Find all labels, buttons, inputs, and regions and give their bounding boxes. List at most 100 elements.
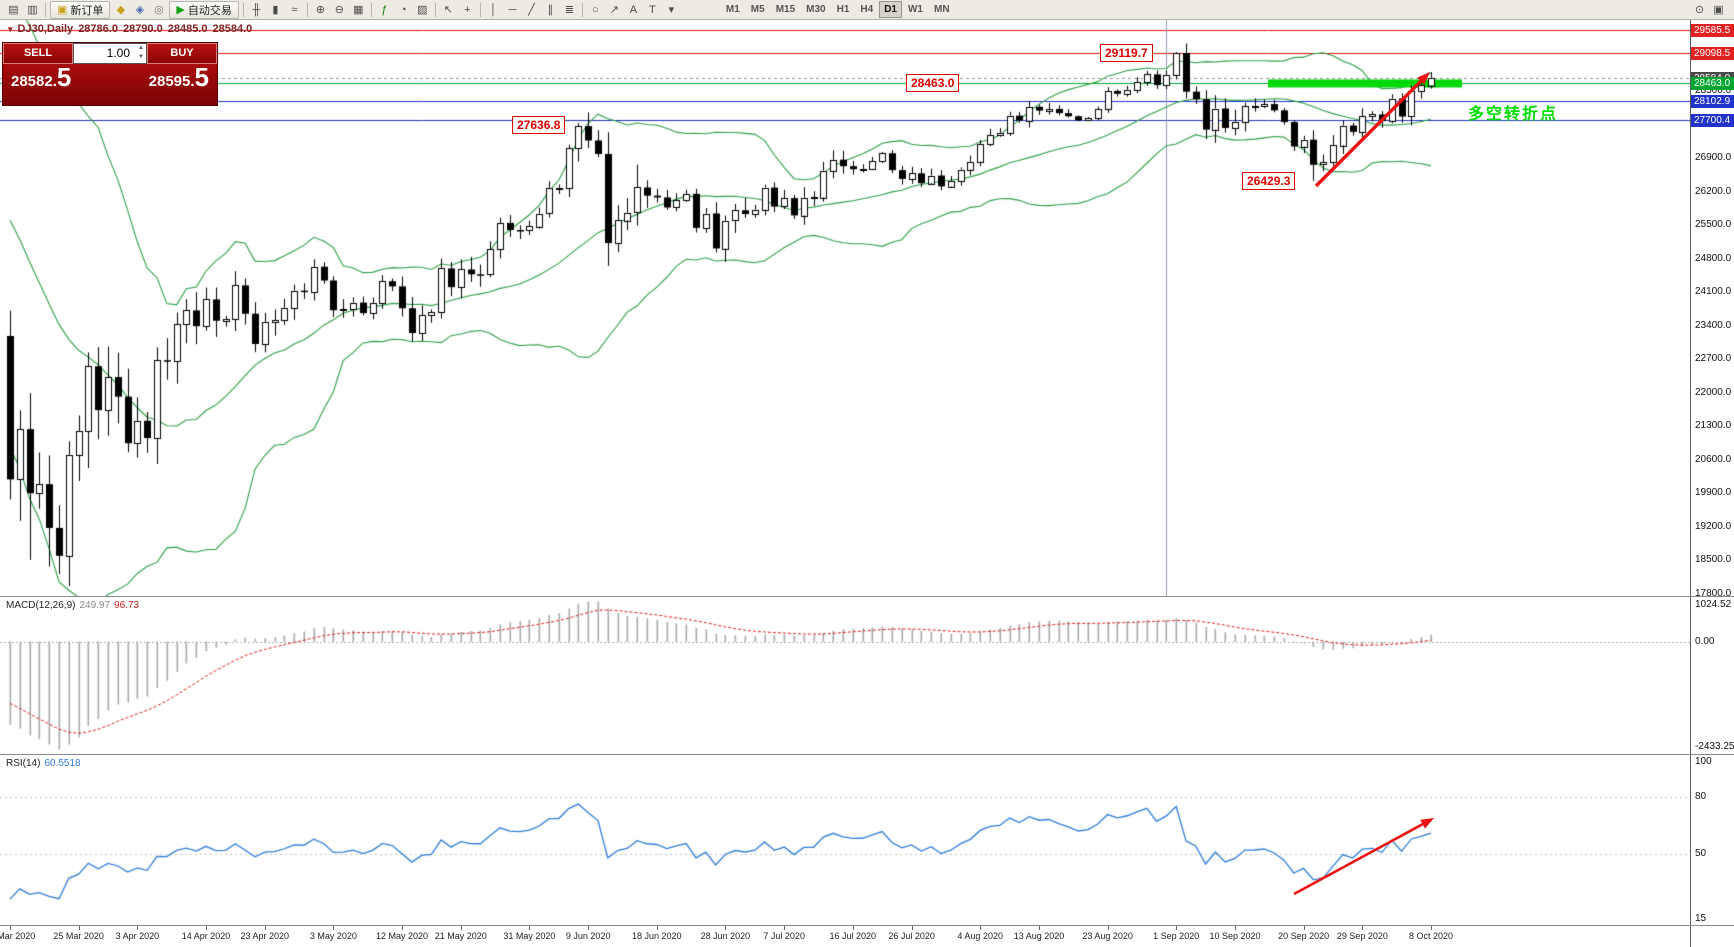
line-chart-icon[interactable]: ≈ [285, 2, 304, 18]
timeframe-w1[interactable]: W1 [907, 4, 923, 15]
spinner-down-icon[interactable]: ▼ [138, 54, 144, 60]
macd-pane-canvas[interactable] [0, 597, 1690, 754]
time-tick [784, 926, 786, 930]
rsi-splitter[interactable] [0, 754, 1734, 755]
equidistant-channel-icon[interactable]: ∥ [541, 2, 560, 18]
price-chart-canvas[interactable] [0, 20, 1690, 596]
candlestick-chart-icon[interactable]: ▮ [266, 2, 285, 18]
price-label-resistance[interactable]: 28463.0 [906, 74, 960, 92]
axis-price-label: 23400.0 [1695, 319, 1732, 331]
time-label: 23 Apr 2020 [240, 931, 290, 941]
bar-chart-icon[interactable]: ╫ [247, 2, 266, 18]
volume-spinner[interactable]: ▲ ▼ [138, 44, 144, 62]
autotrading-button-label: 自动交易 [187, 4, 232, 17]
time-label: 26 Jul 2020 [888, 931, 935, 941]
price-label-sep-low[interactable]: 26429.3 [1242, 172, 1296, 190]
chart-window-icon[interactable]: ▤ [4, 2, 23, 18]
macd-axis-label: 0.00 [1695, 635, 1715, 647]
sell-button[interactable]: SELL [3, 43, 73, 64]
macd-splitter[interactable] [0, 596, 1734, 597]
timeframe-h1[interactable]: H1 [836, 4, 850, 15]
rsi-axis-label: 80 [1695, 791, 1707, 803]
time-axis-splitter [0, 925, 1734, 926]
shapes-icon[interactable]: ○ [586, 2, 605, 18]
toolbar-separator [479, 2, 481, 17]
time-label: 4 Aug 2020 [957, 931, 1003, 941]
trendline-icon[interactable]: ╱ [522, 2, 541, 18]
time-tick [402, 926, 403, 930]
time-tick [1362, 926, 1364, 930]
horizontal-line-icon[interactable]: ─ [503, 2, 522, 18]
time-tick [1176, 926, 1178, 930]
indicators-icon[interactable]: ƒ [375, 2, 394, 18]
arrows-tool-icon[interactable]: ↗ [605, 2, 624, 18]
rsi-pane-canvas[interactable] [0, 755, 1690, 925]
time-tick [78, 926, 80, 930]
ohlc-low: 28485.0 [167, 23, 208, 35]
time-label: 18 Jun 2020 [632, 931, 682, 941]
cursor-icon[interactable]: ↖ [439, 2, 458, 18]
templates-icon[interactable]: ▨ [413, 2, 432, 18]
time-tick [1431, 926, 1432, 930]
time-tick [911, 926, 913, 930]
autotrading-button[interactable]: ▶ 自动交易 [169, 0, 239, 19]
arrow-style-icon[interactable]: ▾ [662, 2, 681, 18]
turning-point-text[interactable]: 多空转折点 [1468, 106, 1559, 123]
new-order-button[interactable]: ▣ 新订单 [50, 0, 111, 19]
chart-window-icon-glyph: ▤ [8, 3, 19, 16]
periods-icon[interactable]: ◔ [394, 2, 413, 18]
price-label-sep-high[interactable]: 29119.7 [1100, 44, 1153, 62]
price-axis[interactable]: 29000.028300.027600.026900.026200.025500… [1690, 20, 1734, 947]
sell-price: 28582.5 [11, 62, 72, 92]
toolbar-separator [581, 2, 583, 17]
candlestick-chart-icon-glyph: ▮ [272, 3, 279, 16]
macd-axis-label: -2433.25 [1695, 741, 1734, 752]
timeframe-m5[interactable]: M5 [750, 4, 765, 15]
text-label-icon[interactable]: T [643, 2, 662, 18]
timeframe-mn[interactable]: MN [933, 4, 950, 15]
search-icon[interactable]: ⊙ [1694, 3, 1705, 16]
market-watch-icon[interactable]: ◆ [111, 2, 130, 18]
macd-axis-label: 1024.52 [1695, 599, 1732, 610]
navigator-icon[interactable]: ◎ [149, 2, 168, 18]
profiles-icon[interactable]: ▥ [23, 2, 42, 18]
time-label: 12 May 2020 [375, 931, 429, 941]
buy-button[interactable]: BUY [147, 43, 217, 64]
time-tick [333, 926, 335, 930]
bar-chart-icon-glyph: ╫ [252, 3, 261, 16]
text-icon-glyph: A [629, 3, 638, 16]
time-axis[interactable]: 16 Mar 2020 25 Mar 2020 3 Apr 2020 14 Apr 2… [0, 926, 1690, 947]
rsi-name: RSI(14) [6, 758, 41, 769]
spinner-up-icon[interactable]: ▲ [138, 45, 144, 51]
axis-price-tag: 28102.9 [1691, 94, 1734, 108]
crosshair-icon-glyph: + [464, 3, 471, 16]
zoom-out-icon-glyph: ⊖ [334, 3, 344, 16]
timeframe-m30[interactable]: M30 [806, 4, 826, 15]
tile-windows-icon[interactable]: ▦ [349, 2, 368, 18]
vertical-line-icon[interactable]: │ [484, 2, 503, 18]
layout-icon[interactable]: ▣ [1713, 3, 1724, 16]
time-tick [656, 926, 658, 930]
timeframe-m1[interactable]: M1 [725, 4, 740, 15]
axis-price-label: 28300.0 [1695, 85, 1732, 97]
crosshair-icon[interactable]: + [458, 2, 477, 18]
price-label-jun-high[interactable]: 27636.8 [512, 116, 566, 134]
arrows-tool-icon-glyph: ↗ [609, 3, 619, 16]
text-icon[interactable]: A [624, 2, 643, 18]
time-tick [460, 926, 462, 930]
time-label: 8 Oct 2020 [1408, 931, 1454, 941]
horizontal-line-icon-glyph: ─ [508, 3, 517, 16]
axis-price-label: 24800.0 [1695, 252, 1732, 264]
zoom-out-icon[interactable]: ⊖ [330, 2, 349, 18]
zoom-in-icon[interactable]: ⊕ [311, 2, 330, 18]
time-tick [264, 926, 266, 930]
volume-input[interactable]: 1.00 ▲ ▼ [73, 43, 147, 64]
fibonacci-icon[interactable]: ≣ [560, 2, 579, 18]
timeframe-d1[interactable]: D1 [879, 1, 902, 18]
data-window-icon[interactable]: ◈ [130, 2, 149, 18]
timeframe-h4[interactable]: H4 [860, 4, 874, 15]
time-tick [1107, 926, 1109, 930]
timeframe-m15[interactable]: M15 [775, 4, 796, 15]
volume-value: 1.00 [106, 46, 130, 60]
